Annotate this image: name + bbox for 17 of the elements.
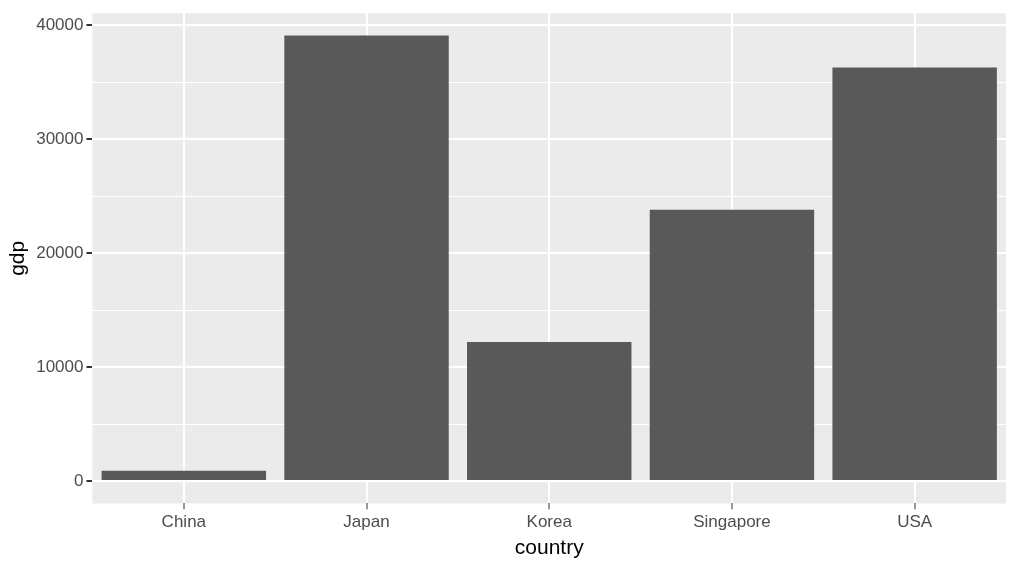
x-tick-label: Japan [343, 512, 390, 532]
bar [467, 342, 632, 481]
x-axis-title: country [514, 535, 585, 559]
y-tick-label: 30000 [36, 128, 84, 148]
x-tick-label: China [161, 512, 207, 532]
y-tick-label: 10000 [36, 356, 84, 376]
bar [284, 35, 449, 481]
bar [101, 470, 267, 481]
y-tick-label: 40000 [36, 14, 84, 34]
bar [649, 209, 815, 481]
y-tick-label: 0 [74, 470, 84, 490]
y-tick-label: 20000 [36, 242, 84, 262]
x-tick-label: Singapore [693, 512, 771, 532]
x-tick-label: Korea [526, 512, 573, 532]
x-tick-label: USA [897, 512, 933, 532]
bar [832, 67, 997, 481]
y-axis-title: gdp [5, 240, 29, 276]
